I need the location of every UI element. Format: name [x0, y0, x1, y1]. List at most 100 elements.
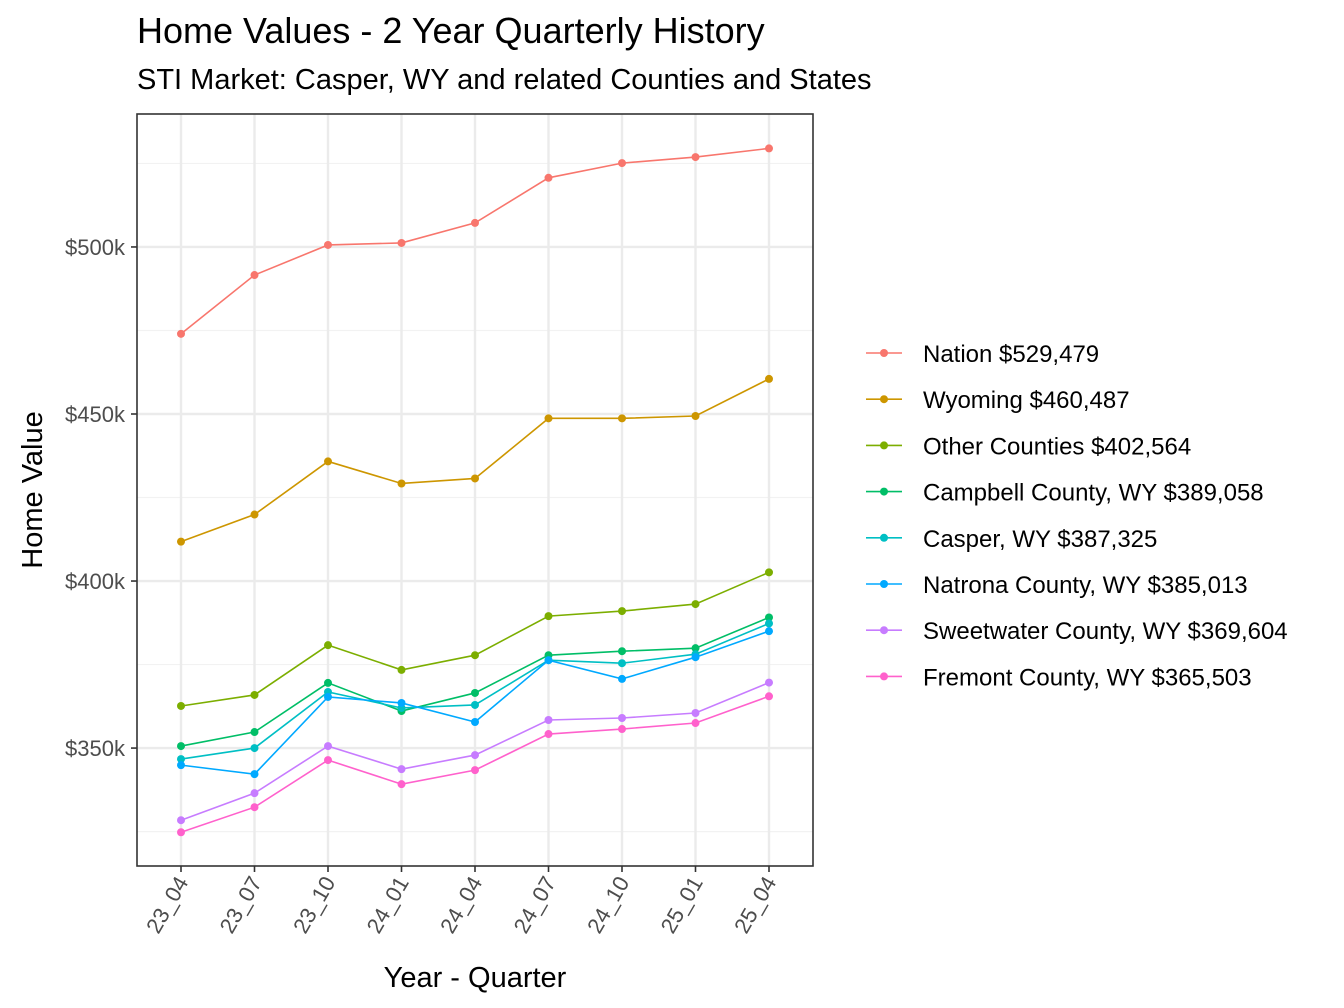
x-tick-label: 24_01	[362, 872, 414, 937]
data-point	[618, 607, 626, 616]
data-point	[324, 692, 332, 701]
x-tick-label: 25_04	[729, 872, 781, 937]
legend-marker	[880, 441, 888, 450]
data-point	[765, 627, 773, 636]
data-point	[177, 828, 185, 837]
data-point	[397, 765, 406, 774]
series-2	[177, 568, 773, 710]
data-point	[471, 688, 479, 697]
legend-marker	[880, 580, 888, 588]
series-3	[177, 613, 773, 751]
legend-label: Natrona County, WY $385,013	[923, 572, 1248, 599]
data-point	[397, 238, 406, 247]
legend-item: Wyoming $460,487	[866, 387, 1130, 414]
x-tick-label: 25_01	[656, 872, 708, 937]
data-point	[618, 647, 626, 656]
legend-item: Nation $529,479	[866, 341, 1099, 368]
legend-marker	[880, 395, 888, 404]
data-point	[765, 613, 773, 622]
data-point	[177, 537, 185, 546]
data-point	[765, 619, 773, 628]
data-point	[691, 653, 700, 662]
data-point	[324, 457, 332, 466]
data-point	[250, 510, 259, 519]
chart-subtitle: STI Market: Casper, WY and related Count…	[137, 64, 872, 96]
data-point	[544, 656, 553, 665]
data-point	[471, 766, 479, 775]
data-point	[250, 690, 259, 699]
data-point	[691, 708, 700, 717]
data-point	[324, 742, 332, 751]
data-point	[544, 612, 553, 621]
data-point	[691, 644, 700, 653]
series-6	[177, 678, 773, 825]
data-point	[324, 756, 332, 765]
legend-item: Campbell County, WY $389,058	[866, 480, 1264, 507]
series-7	[177, 692, 773, 837]
data-point	[250, 271, 259, 280]
legend-marker	[880, 626, 888, 635]
data-point	[250, 803, 259, 812]
legend-label: Sweetwater County, WY $369,604	[923, 618, 1288, 645]
data-point	[471, 700, 479, 709]
data-point	[324, 641, 332, 650]
data-point	[618, 674, 626, 683]
data-point	[691, 153, 700, 162]
data-point	[471, 751, 479, 760]
data-point	[618, 714, 626, 723]
series-0	[177, 144, 773, 338]
legend-item: Fremont County, WY $365,503	[866, 664, 1252, 691]
x-tick-label: 24_10	[582, 872, 634, 937]
data-point	[618, 725, 626, 734]
legend-item: Sweetwater County, WY $369,604	[866, 618, 1288, 645]
data-point	[250, 770, 259, 779]
data-point	[177, 329, 185, 338]
data-point	[471, 218, 479, 227]
data-point	[765, 144, 773, 153]
data-point	[765, 678, 773, 687]
data-point	[177, 761, 185, 770]
data-point	[691, 719, 700, 728]
data-point	[471, 718, 479, 727]
data-point	[324, 678, 332, 687]
y-tick-label: $450k	[65, 402, 126, 427]
legend-label: Fremont County, WY $365,503	[923, 664, 1252, 691]
chart-title: Home Values - 2 Year Quarterly History	[137, 10, 765, 51]
data-point	[544, 173, 553, 182]
data-point	[618, 659, 626, 668]
data-point	[397, 665, 406, 674]
series-1	[177, 374, 773, 546]
data-point	[397, 479, 406, 488]
data-point	[544, 414, 553, 423]
data-point	[177, 701, 185, 710]
data-point	[471, 474, 479, 483]
legend-marker	[880, 349, 888, 357]
legend-label: Other Counties $402,564	[923, 433, 1191, 460]
data-point	[397, 780, 406, 789]
data-point	[177, 742, 185, 751]
data-point	[250, 789, 259, 798]
x-tick-label: 23_07	[215, 872, 267, 937]
data-point	[324, 240, 332, 249]
data-point	[691, 600, 700, 609]
legend-item: Natrona County, WY $385,013	[866, 572, 1248, 599]
x-axis-title: Year - Quarter	[384, 962, 567, 994]
y-tick-label: $400k	[65, 569, 126, 594]
data-point	[765, 374, 773, 383]
data-point	[544, 716, 553, 725]
data-point	[397, 698, 406, 707]
y-tick-label: $500k	[65, 235, 126, 260]
legend-item: Casper, WY $387,325	[866, 526, 1157, 553]
y-tick-label: $350k	[65, 736, 126, 761]
legend-label: Nation $529,479	[923, 341, 1099, 368]
data-point	[765, 568, 773, 577]
legend-marker	[880, 533, 888, 542]
data-point	[250, 728, 259, 737]
data-point	[691, 412, 700, 421]
data-point	[177, 816, 185, 825]
x-tick-label: 23_10	[288, 872, 340, 937]
legend-marker	[880, 487, 888, 496]
data-point	[177, 755, 185, 764]
